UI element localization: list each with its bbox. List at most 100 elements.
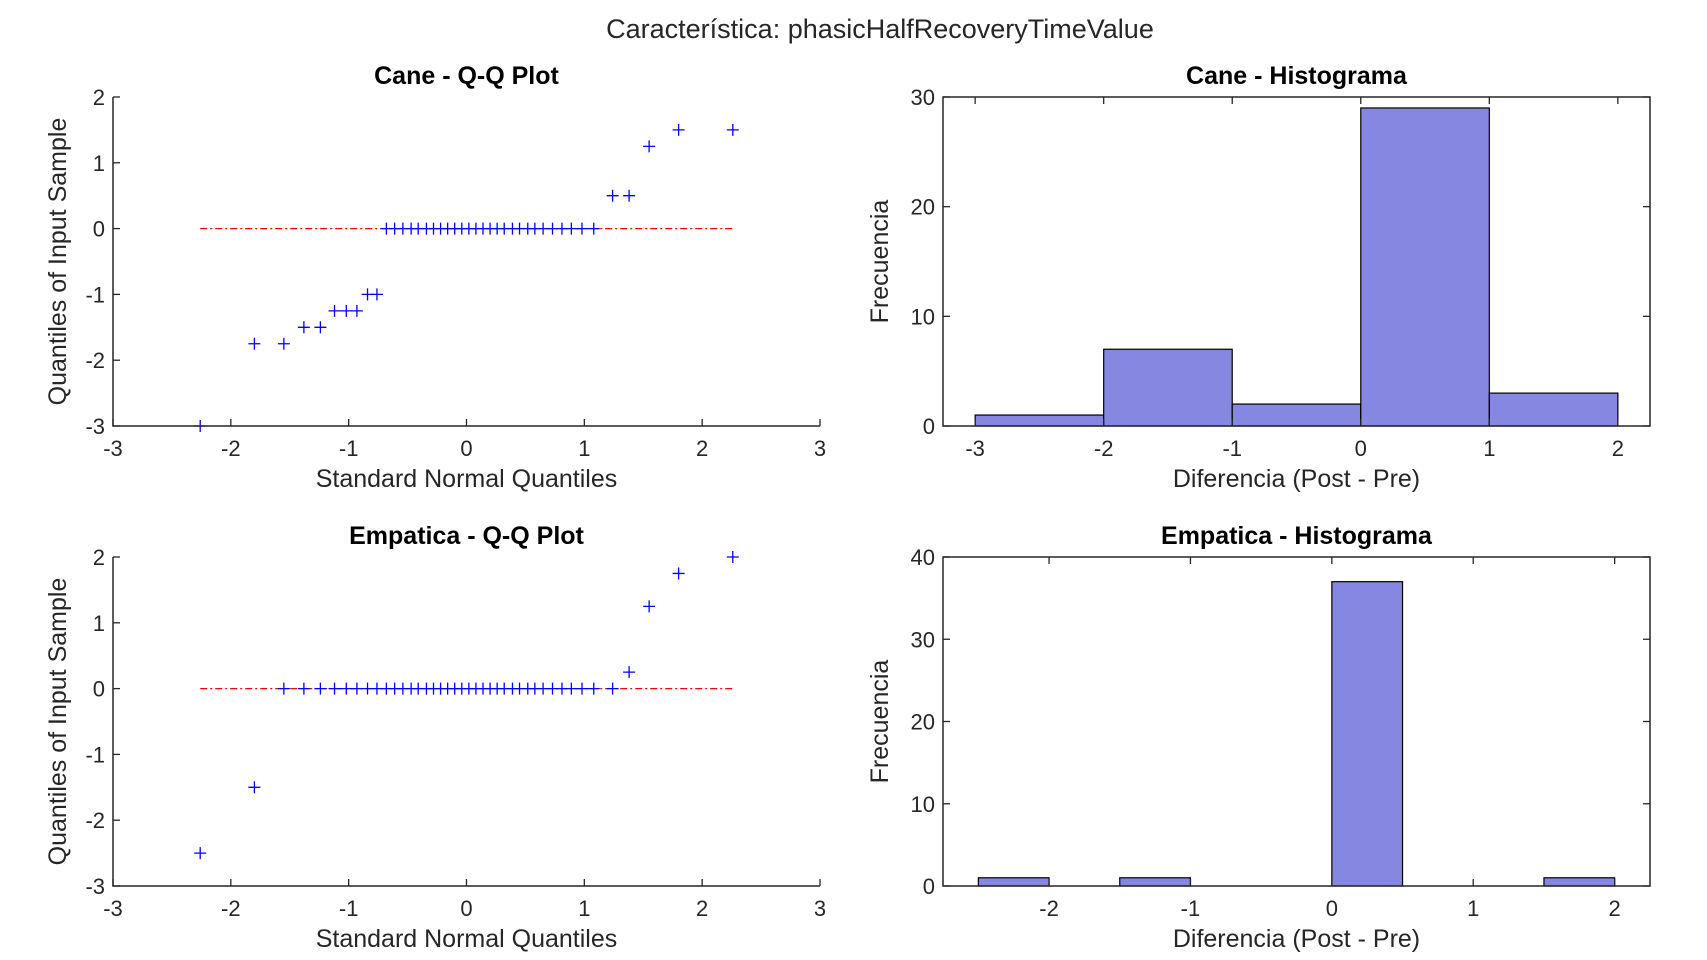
- empatica-qq-xtick-label: 0: [460, 896, 472, 921]
- empatica-qq-point: [314, 682, 327, 695]
- empatica-qq-point: [277, 682, 290, 695]
- cane-qq-point: [726, 123, 739, 136]
- cane-qq-point: [350, 304, 363, 317]
- cane-hist-ytick-label: 30: [911, 85, 935, 110]
- cane-qq-point: [277, 337, 290, 350]
- cane-qq-xtick-label: 3: [814, 436, 826, 461]
- cane-hist-bar: [1488, 392, 1619, 427]
- cane-qq-point: [575, 222, 588, 235]
- cane-qq-point: [248, 337, 261, 350]
- cane-hist-xtick-label: 2: [1612, 436, 1624, 461]
- empatica-qq-point: [194, 847, 207, 860]
- cane-hist-xlabel: Diferencia (Post - Pre): [1173, 465, 1420, 493]
- empatica-qq-xtick-label: 1: [578, 896, 590, 921]
- cane-qq-ytick-label: -2: [85, 348, 105, 373]
- cane-qq-xtick-label: -3: [103, 436, 123, 461]
- empatica-qq-ytick-label: 0: [93, 677, 105, 702]
- cane-hist-bar: [974, 414, 1105, 427]
- empatica-qq-ylabel: Quantiles of Input Sample: [44, 578, 72, 866]
- empatica-qq-xtick-label: -1: [339, 896, 359, 921]
- empatica-qq-xtick-label: -3: [103, 896, 123, 921]
- empatica-qq-point: [606, 682, 619, 695]
- cane-qq-chart: Cane - Q-Q Plot -3 -2 -1 0 1 2 3 -3 -2 -1 0 1 2 Standa…: [44, 62, 826, 493]
- cane-qq-axes: [112, 97, 820, 427]
- empatica-hist-xtick-label: 2: [1609, 896, 1621, 921]
- empatica-hist-axes-box: [942, 556, 1651, 887]
- cane-hist-xtick-label: -3: [965, 436, 985, 461]
- empatica-qq-ytick-label: 2: [93, 545, 105, 570]
- empatica-hist-ytick-label: 40: [911, 545, 935, 570]
- empatica-hist-bar: [1119, 877, 1192, 887]
- cane-qq-xtick-label: -2: [221, 436, 241, 461]
- cane-qq-point: [565, 222, 578, 235]
- empatica-hist-chart: Empatica - Histograma-2 -1 0 1 2010203040Dif…: [866, 522, 1651, 953]
- cane-hist-xtick-label: 1: [1483, 436, 1495, 461]
- empatica-qq-xtick-label: 2: [696, 896, 708, 921]
- cane-qq-point: [587, 222, 600, 235]
- empatica-qq-point: [350, 682, 363, 695]
- cane-hist-ytick-label: 0: [923, 414, 935, 439]
- cane-qq-point: [370, 288, 383, 301]
- empatica-qq-point: [328, 682, 341, 695]
- empatica-qq-ytick-label: -1: [85, 742, 105, 767]
- cane-qq-point: [623, 189, 636, 202]
- cane-hist-ylabel: Frecuencia: [866, 200, 894, 324]
- cane-qq-point: [340, 304, 353, 317]
- empatica-qq-ytick-label: -3: [85, 874, 105, 899]
- cane-hist-title: Cane - Histograma: [1186, 62, 1408, 90]
- empatica-qq-chart: Empatica - Q-Q Plot -3 -2 -1 0 1 2 3 -3 -2 -1 0 1 2 St…: [44, 522, 826, 953]
- empatica-hist-xtick-label: 1: [1467, 896, 1479, 921]
- empatica-hist-xtick-label: -1: [1181, 896, 1201, 921]
- cane-qq-ytick-label: 1: [93, 151, 105, 176]
- cane-qq-xtick-label: 0: [460, 436, 472, 461]
- empatica-hist-xlabel: Diferencia (Post - Pre): [1173, 925, 1420, 953]
- empatica-hist-xtick-label: -2: [1039, 896, 1059, 921]
- cane-hist-xtick-label: 0: [1355, 436, 1367, 461]
- cane-qq-xtick-label: -1: [339, 436, 359, 461]
- empatica-qq-point: [587, 682, 600, 695]
- empatica-hist-xtick-label: 0: [1326, 896, 1338, 921]
- cane-qq-xtick-label: 1: [578, 436, 590, 461]
- cane-qq-point: [672, 123, 685, 136]
- cane-hist-xtick-label: -2: [1094, 436, 1114, 461]
- empatica-qq-xtick-label: 3: [814, 896, 826, 921]
- empatica-qq-point: [575, 682, 588, 695]
- cane-hist-bar: [1103, 348, 1233, 427]
- empatica-qq-point: [726, 551, 739, 563]
- cane-hist-bar: [1231, 403, 1362, 427]
- figure-suptitle: Característica: phasicHalfRecoveryTimeVa…: [606, 14, 1154, 44]
- cane-hist-ytick-label: 20: [911, 195, 935, 220]
- empatica-qq-point: [565, 682, 578, 695]
- empatica-qq-point: [248, 781, 261, 794]
- empatica-hist-title: Empatica - Histograma: [1161, 522, 1433, 550]
- cane-hist-ytick-label: 10: [911, 304, 935, 329]
- cane-hist-chart: Cane - Histograma-3 -2 -1 0 1 20102030Diferen…: [866, 62, 1651, 493]
- cane-qq-xtick-label: 2: [696, 436, 708, 461]
- empatica-qq-title: Empatica - Q-Q Plot: [349, 522, 584, 550]
- empatica-qq-point: [672, 567, 685, 580]
- empatica-hist-ylabel: Frecuencia: [866, 660, 894, 784]
- empatica-qq-point: [623, 666, 636, 679]
- cane-qq-xlabel: Standard Normal Quantiles: [316, 465, 618, 493]
- empatica-qq-ytick-label: 1: [93, 611, 105, 636]
- empatica-hist-ytick-label: 10: [911, 792, 935, 817]
- empatica-qq-point: [340, 682, 353, 695]
- cane-qq-point: [643, 140, 656, 153]
- empatica-qq-xtick-label: -2: [221, 896, 241, 921]
- cane-hist-xtick-label: -1: [1222, 436, 1242, 461]
- cane-qq-ylabel: Quantiles of Input Sample: [44, 118, 72, 406]
- cane-qq-ytick-label: 2: [93, 85, 105, 110]
- cane-hist-axes-box: [942, 96, 1651, 427]
- cane-qq-ytick-label: -1: [85, 282, 105, 307]
- cane-qq-ytick-label: 0: [93, 217, 105, 242]
- empatica-hist-ytick-label: 0: [923, 874, 935, 899]
- empatica-hist-bar: [977, 877, 1050, 887]
- cane-qq-point: [328, 304, 341, 317]
- cane-qq-point: [314, 321, 327, 334]
- empatica-hist-bar: [1331, 581, 1404, 887]
- empatica-hist-bar: [1543, 877, 1616, 887]
- cane-qq-point: [606, 189, 619, 202]
- cane-hist-bar: [1360, 107, 1490, 427]
- empatica-qq-xlabel: Standard Normal Quantiles: [316, 925, 618, 953]
